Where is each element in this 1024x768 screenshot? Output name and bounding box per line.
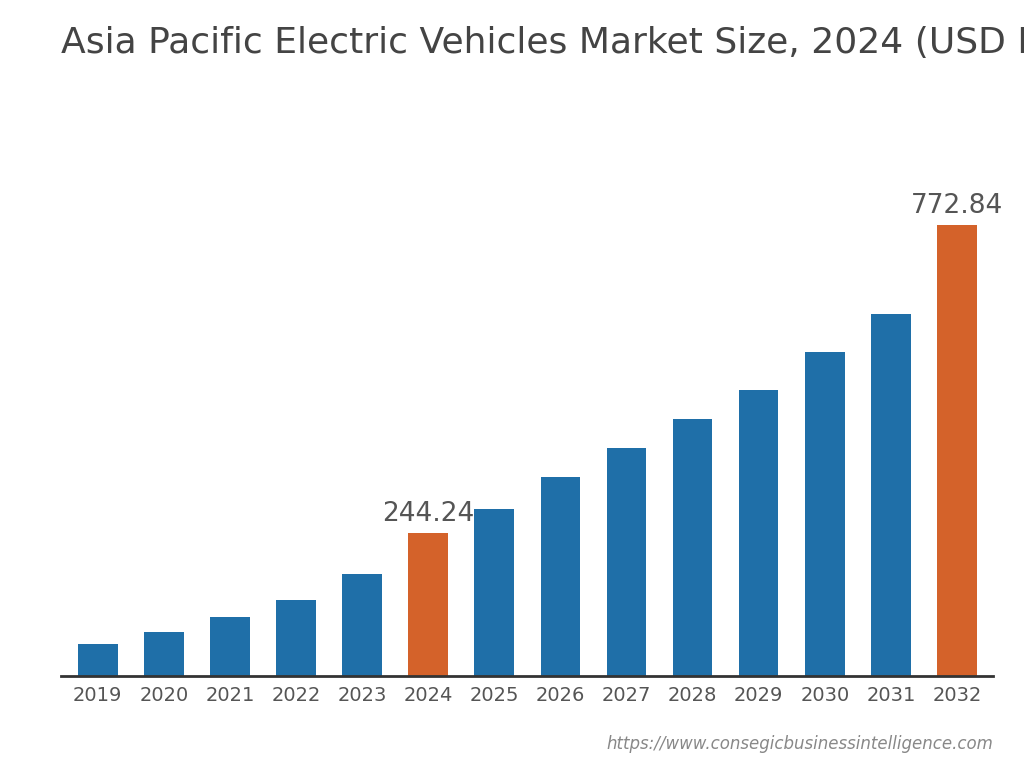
Bar	[144, 632, 183, 676]
Bar	[739, 390, 778, 676]
Bar	[474, 509, 514, 676]
Text: https://www.consegicbusinessintelligence.com: https://www.consegicbusinessintelligence…	[606, 735, 993, 753]
Bar	[937, 225, 977, 676]
Bar	[409, 533, 449, 676]
Text: 244.24: 244.24	[382, 502, 474, 528]
Text: Asia Pacific Electric Vehicles Market Size, 2024 (USD Billion): Asia Pacific Electric Vehicles Market Si…	[61, 26, 1024, 60]
Text: 772.84: 772.84	[910, 193, 1004, 219]
Bar	[276, 600, 315, 676]
Bar	[805, 352, 845, 676]
Bar	[342, 574, 382, 676]
Bar	[541, 478, 581, 676]
Bar	[606, 449, 646, 676]
Bar	[871, 314, 910, 676]
Bar	[78, 644, 118, 676]
Bar	[210, 617, 250, 676]
Bar	[673, 419, 713, 676]
